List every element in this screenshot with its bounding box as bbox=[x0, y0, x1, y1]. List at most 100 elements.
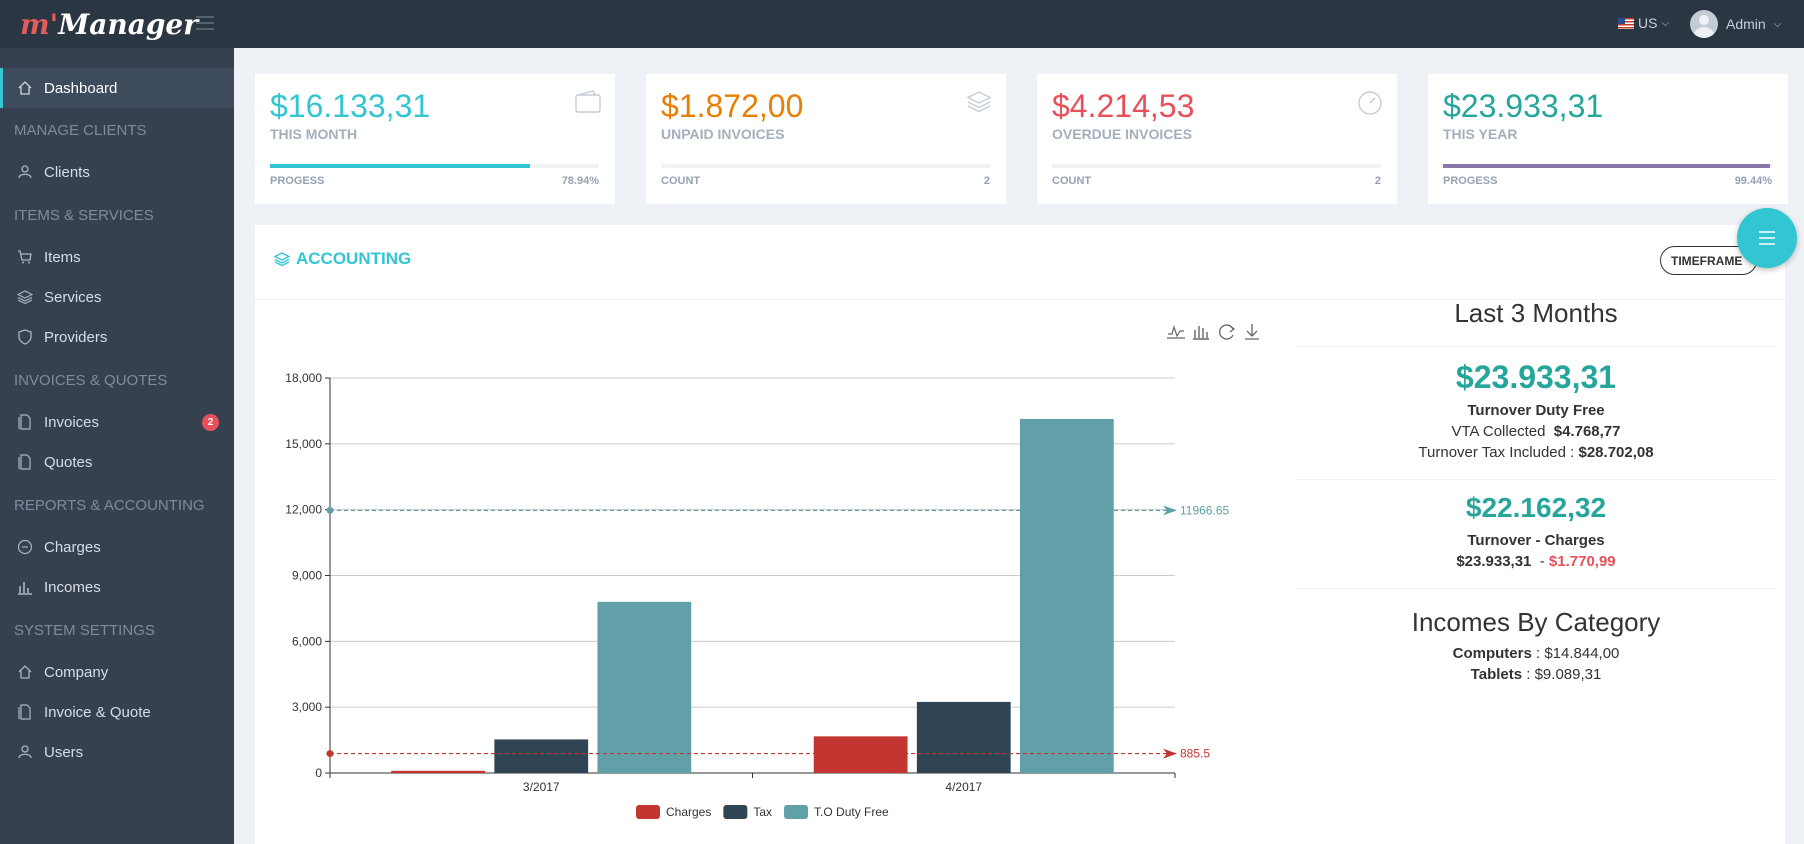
chart-bars bbox=[391, 418, 1114, 773]
sidebar-item-services[interactable]: Services bbox=[0, 277, 234, 317]
sidebar-item-incomes[interactable]: Incomes bbox=[0, 567, 234, 607]
stat-foot-label: COUNT bbox=[661, 175, 701, 187]
chart-legend[interactable]: Charges Tax T.O Duty Free bbox=[636, 805, 889, 819]
mark-line-arrow bbox=[1163, 748, 1177, 759]
sidebar-item-label: Clients bbox=[44, 163, 90, 181]
tax-included-value: $28.702,08 bbox=[1578, 444, 1654, 461]
mark-line-label: 11966.65 bbox=[1180, 503, 1229, 517]
panel-title: ACCOUNTING bbox=[274, 249, 411, 269]
stat-label: THIS YEAR bbox=[1443, 126, 1518, 142]
stat-value: $16.133,31 bbox=[270, 88, 431, 124]
timeframe-button[interactable]: TIMEFRAME bbox=[1660, 246, 1758, 275]
stat-value: $4.214,53 bbox=[1052, 88, 1195, 124]
net-value: $22.162,32 bbox=[1465, 492, 1607, 523]
legend-label: T.O Duty Free bbox=[814, 805, 889, 819]
layers-icon bbox=[16, 288, 34, 306]
tax-included-label: Turnover Tax Included : bbox=[1418, 444, 1575, 461]
net-breakdown: $23.933,31 - $1.770,99 bbox=[1296, 553, 1776, 570]
gauge-icon bbox=[1357, 90, 1383, 121]
section-reports-accounting: REPORTS & ACCOUNTING bbox=[14, 497, 205, 514]
net-charges: $1.770,99 bbox=[1548, 553, 1616, 570]
user-icon bbox=[16, 743, 34, 761]
stat-foot-label: PROGESS bbox=[1443, 175, 1498, 187]
y-tick-label: 12,000 bbox=[285, 503, 322, 517]
home-icon bbox=[16, 79, 34, 97]
stat-foot-value: 2 bbox=[1374, 175, 1381, 187]
divider bbox=[1296, 346, 1776, 347]
sidebar-item-items[interactable]: Items bbox=[0, 237, 234, 277]
refresh-icon[interactable] bbox=[1216, 322, 1236, 342]
chart-mark-lines: 11966.65 885.5 bbox=[326, 503, 1229, 761]
sidebar-item-users[interactable]: Users bbox=[0, 732, 234, 772]
section-manage-clients: MANAGE CLIENTS bbox=[14, 122, 147, 139]
income-category-sep: : bbox=[1526, 666, 1531, 683]
home-icon bbox=[16, 663, 34, 681]
sidebar-item-label: Items bbox=[44, 248, 81, 266]
wallet-icon bbox=[575, 90, 601, 119]
legend-label: Charges bbox=[666, 805, 711, 819]
language-selector[interactable]: US ⌵ bbox=[1618, 15, 1669, 31]
app-logo[interactable]: m'Manager bbox=[20, 8, 198, 41]
stat-foot-label: PROGESS bbox=[270, 175, 325, 187]
doc-icon bbox=[16, 453, 34, 471]
chevron-down-icon: ⌵ bbox=[1773, 18, 1782, 30]
sidebar-item-providers[interactable]: Providers bbox=[0, 317, 234, 357]
stat-label: UNPAID INVOICES bbox=[661, 126, 785, 142]
sidebar-item-clients[interactable]: Clients bbox=[0, 152, 234, 192]
bar bbox=[916, 701, 1011, 773]
progress-bar bbox=[1052, 164, 1381, 168]
sidebar-item-invoice-quote[interactable]: Invoice & Quote bbox=[0, 692, 234, 732]
progress-bar bbox=[270, 164, 599, 168]
sidebar-item-label: Invoice & Quote bbox=[44, 703, 151, 721]
tax-included-line: Turnover Tax Included : $28.702,08 bbox=[1296, 444, 1776, 461]
panel-title-text: ACCOUNTING bbox=[296, 249, 412, 268]
panel-header: ACCOUNTING TIMEFRAME bbox=[255, 225, 1785, 300]
net-turnover: $23.933,31 bbox=[1456, 553, 1532, 570]
y-tick-label: 18,000 bbox=[285, 371, 322, 385]
turnover-label: Turnover Duty Free bbox=[1467, 402, 1605, 419]
quick-menu-button[interactable] bbox=[1737, 208, 1797, 268]
sidebar-item-label: Providers bbox=[44, 328, 108, 346]
bar-chart-toggle-icon[interactable] bbox=[1191, 322, 1211, 342]
progress-bar bbox=[1443, 164, 1772, 168]
language-label: US bbox=[1638, 15, 1658, 31]
top-bar: m'Manager US ⌵ Admin ⌵ bbox=[0, 0, 1804, 48]
download-icon[interactable] bbox=[1242, 322, 1262, 342]
x-tick-label: 4/2017 bbox=[945, 780, 982, 794]
income-category-sep: : bbox=[1535, 645, 1541, 662]
stat-card-this-year: $23.933,31 THIS YEAR PROGESS 99.44% bbox=[1428, 74, 1788, 204]
section-items-services: ITEMS & SERVICES bbox=[14, 207, 154, 224]
doc-icon bbox=[16, 413, 34, 431]
sidebar-item-label: Dashboard bbox=[44, 79, 118, 97]
doc-icon bbox=[16, 703, 34, 721]
legend-swatch bbox=[636, 805, 660, 819]
bar-chart-icon bbox=[16, 578, 34, 596]
bar bbox=[494, 739, 589, 773]
sidebar-item-label: Company bbox=[44, 663, 109, 681]
divider bbox=[1296, 479, 1776, 480]
sidebar-item-dashboard[interactable]: Dashboard bbox=[0, 68, 234, 108]
stat-card-this-month: $16.133,31 THIS MONTH PROGESS 78.94% bbox=[255, 74, 615, 204]
vta-value: $4.768,77 bbox=[1553, 423, 1621, 440]
net-label: Turnover - Charges bbox=[1467, 532, 1605, 549]
sidebar-toggle-button[interactable] bbox=[196, 16, 214, 30]
section-system-settings: SYSTEM SETTINGS bbox=[14, 622, 155, 639]
vta-line: VTA Collected $4.768,77 bbox=[1296, 423, 1776, 440]
summary-column: Last 3 Months $23.933,31 Turnover Duty F… bbox=[1296, 292, 1776, 683]
sidebar-item-invoices[interactable]: Invoices 2 bbox=[0, 402, 234, 442]
mark-line-label: 885.5 bbox=[1180, 747, 1210, 761]
user-menu[interactable]: Admin ⌵ bbox=[1690, 10, 1781, 38]
y-tick-label: 15,000 bbox=[285, 437, 322, 451]
sidebar-item-quotes[interactable]: Quotes bbox=[0, 442, 234, 482]
legend-label: Tax bbox=[753, 805, 772, 819]
income-category-row: Tablets : $9.089,31 bbox=[1296, 666, 1776, 683]
us-flag-icon bbox=[1618, 17, 1634, 29]
sidebar-item-label: Services bbox=[44, 288, 102, 306]
sidebar-item-company[interactable]: Company bbox=[0, 652, 234, 692]
sidebar-item-charges[interactable]: Charges bbox=[0, 527, 234, 567]
line-chart-toggle-icon[interactable] bbox=[1166, 322, 1186, 342]
mark-line-arrow bbox=[1163, 505, 1177, 516]
y-tick-label: 3,000 bbox=[292, 700, 322, 714]
stat-value: $23.933,31 bbox=[1443, 88, 1604, 124]
